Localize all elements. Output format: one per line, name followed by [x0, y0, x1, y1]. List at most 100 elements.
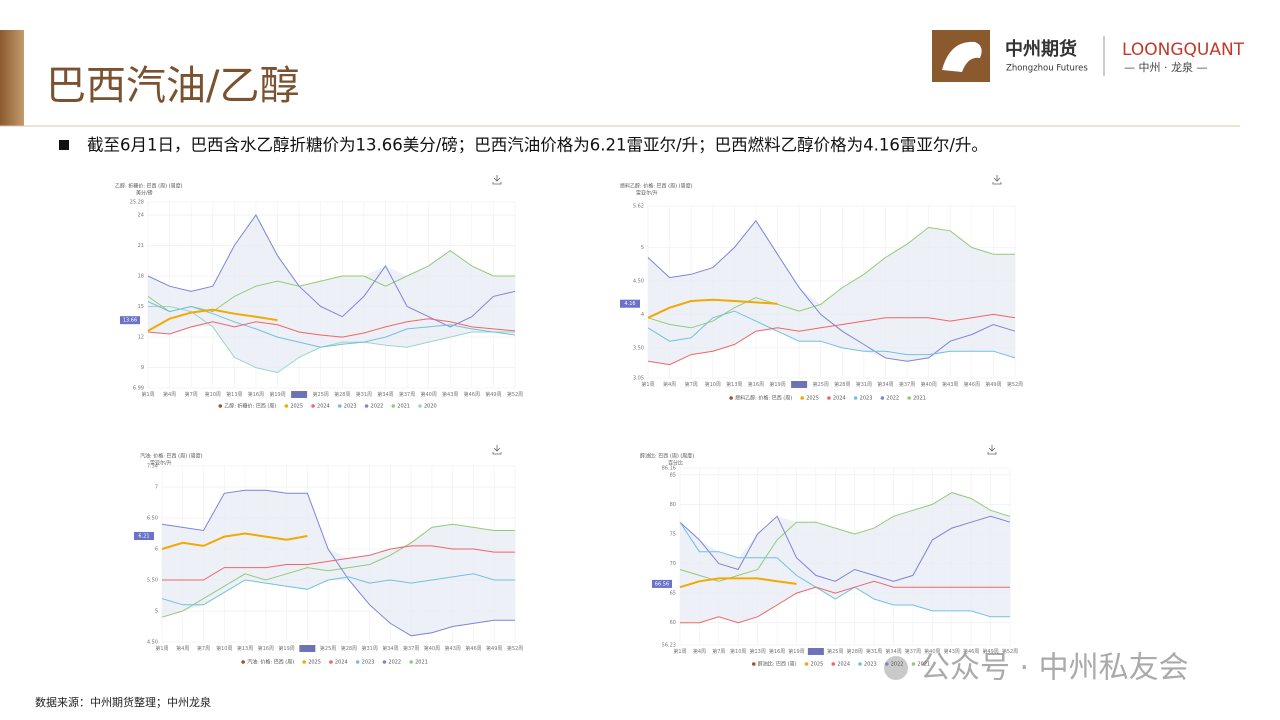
series-line	[161, 523, 515, 618]
y-tick-label: 7.34	[147, 464, 158, 470]
y-tick-label: 5	[641, 245, 644, 251]
source-note: 数据来源：中州期货整理；中州龙泉	[35, 695, 211, 709]
legend-swatch	[884, 662, 889, 666]
current-value-label: 66.56	[655, 581, 669, 587]
y-tick-label: 75	[670, 531, 676, 537]
legend-swatch	[409, 660, 413, 664]
logo2-cn: — 中州 · 龙泉 —	[1124, 60, 1207, 74]
legend-swatch	[751, 662, 756, 666]
x-tick-label: 第52周	[507, 391, 523, 398]
x-tick-label: 第31周	[856, 381, 872, 388]
x-tick-label: 第28周	[834, 381, 850, 388]
y-tick-label: 6.50	[147, 516, 158, 522]
x-tick-label: 第1周	[155, 645, 168, 652]
series-line	[161, 532, 308, 550]
legend-swatch	[831, 662, 836, 666]
chart: 醇油比: 巴西 (周) (周度)百分比 56.23 60 65 70 75 80 8586.1…	[640, 445, 1018, 668]
x-tick-label: 第25周	[313, 391, 329, 398]
current-week-box	[299, 645, 316, 652]
current-value-box	[652, 579, 672, 588]
current-week-box	[291, 391, 308, 398]
x-tick-label: 第28周	[341, 645, 357, 652]
x-tick-label: 第40周	[924, 648, 940, 655]
legend-label: 2025	[308, 660, 321, 666]
watermark: 公众号 · 中州私友会	[920, 651, 1189, 686]
legend-swatch	[329, 660, 333, 664]
y-tick-label: 56.23	[662, 643, 676, 649]
series-line	[679, 492, 1011, 582]
x-tick-label: 第40周	[424, 645, 440, 652]
x-tick-label: 第10周	[705, 381, 721, 388]
legend-label: 2022	[388, 660, 401, 666]
legend-swatch	[853, 396, 858, 400]
x-tick-label: 第19周	[788, 648, 804, 655]
current-week-box	[807, 648, 824, 655]
x-tick-label: 第22周	[791, 381, 807, 388]
x-tick-label: 第4周	[163, 391, 176, 398]
series-line	[679, 577, 797, 589]
x-tick-label: 第16周	[769, 648, 785, 655]
series-line	[679, 521, 1010, 618]
legend-swatch	[907, 396, 911, 400]
y-tick-label: 85	[670, 472, 676, 478]
legend-label: 2024	[837, 662, 850, 668]
logo-en: Zhongzhou Futures	[1006, 64, 1088, 74]
legend-label: 燃料乙醇: 价格: 巴西 (周)	[735, 395, 792, 402]
y-tick-label: 86.16	[662, 466, 676, 472]
legend-swatch	[858, 662, 862, 666]
range-band	[648, 220, 1015, 365]
x-tick-label: 第10周	[730, 648, 746, 655]
legend-label: 2021	[415, 660, 428, 666]
legend-label: 醇油比: 巴西 (周)	[758, 661, 797, 668]
legend-label: 2025	[290, 404, 303, 410]
legend-label: 汽油: 价格: 巴西 (周)	[247, 659, 294, 666]
unit-label: 雷亚尔/升	[150, 460, 172, 467]
x-tick-label: 第25周	[827, 648, 843, 655]
y-tick-label: 3.05	[633, 376, 644, 382]
legend-swatch	[241, 660, 245, 664]
x-tick-label: 第40周	[420, 391, 436, 398]
x-tick-label: 第49周	[985, 381, 1001, 388]
x-tick-label: 第13周	[237, 645, 253, 652]
legend-swatch	[364, 404, 369, 408]
legend-label: 2022	[891, 662, 904, 668]
logo2-en: LOONGQUANT	[1122, 40, 1245, 60]
legend-label: 2021	[397, 404, 410, 410]
x-tick-label: 第37周	[905, 648, 921, 655]
x-tick-label: 第7周	[712, 648, 725, 655]
legend-swatch	[391, 404, 396, 408]
x-tick-label: 第34周	[382, 645, 398, 652]
bullet-text: 截至6月1日，巴西含水乙醇折糖价为13.66美分/磅；巴西汽油价格为6.21雷亚…	[87, 136, 988, 155]
legend: 燃料乙醇: 价格: 巴西 (周) 2025 2024 2023 2022 2021	[729, 395, 926, 402]
page-title: 巴西汽油/乙醇	[46, 63, 299, 109]
download-icon	[992, 175, 1002, 185]
x-tick-label: 第43周	[442, 391, 458, 398]
legend-label: 2022	[886, 396, 899, 402]
download-icon	[492, 445, 502, 455]
bullet-square	[59, 140, 69, 150]
x-tick-label: 第4周	[693, 648, 706, 655]
x-tick-label: 第1周	[141, 391, 154, 398]
legend-label: 2022	[371, 404, 384, 410]
x-tick-label: 第31周	[361, 645, 377, 652]
x-tick-label: 第52周	[1007, 381, 1023, 388]
y-tick-label: 3.50	[633, 345, 644, 351]
chart-title: 醇油比: 巴西 (周) (周度)	[640, 453, 694, 460]
legend-swatch	[827, 396, 831, 400]
x-tick-label: 第40周	[920, 381, 936, 388]
legend-label: 2023	[864, 662, 877, 668]
x-tick-label: 第19周	[278, 645, 294, 652]
series-line	[647, 219, 1016, 362]
y-tick-label: 4	[641, 312, 644, 318]
x-tick-label: 第52周	[1002, 648, 1018, 655]
x-tick-label: 第10周	[205, 391, 221, 398]
legend-swatch	[284, 404, 289, 408]
legend-swatch	[302, 660, 306, 664]
x-tick-label: 第16周	[258, 645, 274, 652]
x-tick-label: 第19周	[769, 381, 785, 388]
current-value-box	[134, 532, 154, 541]
x-tick-label: 第37周	[899, 381, 915, 388]
x-tick-label: 第7周	[197, 645, 210, 652]
chart: 燃料乙醇: 价格: 巴西 (周) (周度)雷亚尔/升 3.05 3.50 4 4.50 5…	[620, 175, 1023, 402]
